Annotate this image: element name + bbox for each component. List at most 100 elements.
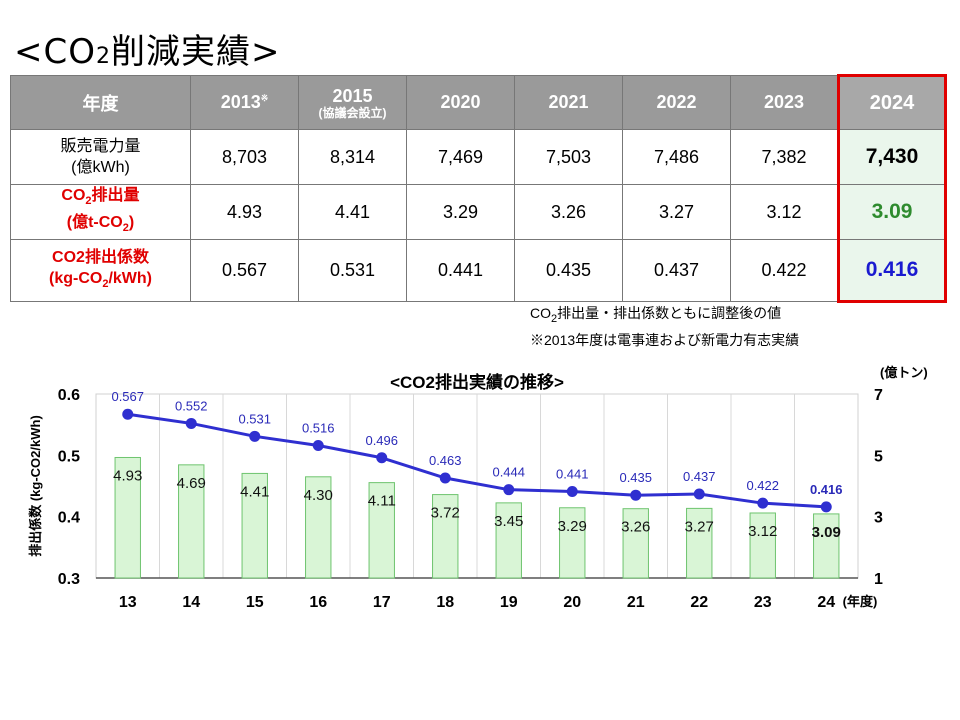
- table-cell: 3.29: [406, 183, 515, 241]
- bar: [178, 464, 205, 579]
- left-tick-label: 0.6: [58, 387, 80, 404]
- table-row: CO2排出係数 (kg-CO2/kWh) 0.567 0.531 0.441 0.…: [10, 239, 947, 304]
- coefficient-line: [127, 412, 827, 509]
- line-point: [566, 486, 578, 498]
- table-cell: 3.26: [514, 183, 623, 241]
- line-label: 0.567: [111, 389, 144, 404]
- table-cell: 8,703: [190, 129, 299, 185]
- table-cell: 0.422: [730, 239, 839, 303]
- header-year-2024: 2024: [837, 74, 947, 130]
- header-year-2023: 2023: [730, 75, 839, 130]
- x-tick-label: 16: [309, 594, 327, 611]
- x-tick-label: 17: [373, 594, 391, 611]
- line-label: 0.435: [619, 470, 652, 485]
- right-axis-unit: (億トン): [880, 365, 928, 380]
- table-cell: 7,503: [514, 129, 623, 185]
- line-point: [312, 440, 324, 452]
- table-cell: 7,486: [622, 129, 731, 185]
- bar: [495, 502, 522, 579]
- bar: [432, 494, 459, 579]
- bar-label: 4.41: [240, 483, 269, 500]
- right-tick-label: 1: [874, 571, 883, 588]
- header-year-label: 年度: [10, 75, 191, 130]
- line-point: [693, 488, 705, 500]
- table-cell-highlight: 7,430: [837, 129, 947, 185]
- table-cell-highlight: 0.416: [837, 239, 947, 304]
- line-point: [122, 408, 134, 420]
- header-year-2013: 2013※: [190, 75, 299, 130]
- x-tick-label: 24: [817, 594, 835, 611]
- bar: [559, 507, 586, 579]
- bar-label: 4.30: [304, 487, 333, 504]
- table-cell: 0.531: [298, 239, 407, 303]
- row-label-sales: 販売電力量 (億kWh): [10, 129, 191, 185]
- chart-svg: <CO2排出実績の推移> 0.3 0.4 0.5 0.6 排出係数 (kg-CO2/kWh…: [28, 365, 928, 611]
- line-label: 0.437: [683, 469, 716, 484]
- x-tick-label: 21: [627, 594, 645, 611]
- bar-label: 3.72: [431, 505, 460, 522]
- header-year-2015: 2015 (協議会設立): [298, 75, 407, 130]
- line-point: [249, 430, 261, 442]
- x-tick-label: 13: [119, 594, 137, 611]
- line-point: [503, 484, 515, 496]
- bar: [813, 513, 840, 579]
- table-cell: 0.441: [406, 239, 515, 303]
- table-cell: 7,469: [406, 129, 515, 185]
- x-axis-unit: (年度): [843, 594, 878, 609]
- line-point: [630, 489, 642, 501]
- chart-title: <CO2排出実績の推移>: [390, 372, 564, 392]
- line-point: [757, 497, 769, 509]
- bar: [114, 456, 141, 579]
- line-label: 0.422: [746, 478, 779, 493]
- line-point: [376, 452, 388, 464]
- table-cell: 0.435: [514, 239, 623, 303]
- note-2013: ※2013年度は電事連および新電力有志実績: [530, 331, 800, 348]
- table-cell: 0.567: [190, 239, 299, 303]
- table-cell: 4.41: [298, 183, 407, 241]
- table-row: CO2排出量 (億t-CO2) 4.93 4.41 3.29 3.26 3.27 …: [10, 183, 947, 241]
- right-tick-label: 5: [874, 448, 883, 465]
- left-axis-label: 排出係数 (kg-CO2/kWh): [28, 415, 43, 557]
- line-label: 0.444: [492, 465, 525, 480]
- bar: [749, 512, 776, 579]
- table-row: 販売電力量 (億kWh) 8,703 8,314 7,469 7,503 7,48…: [10, 129, 947, 185]
- bar: [686, 507, 713, 579]
- table-header-row: 年度 2013※ 2015 (協議会設立) 2020 2021 2022 2023…: [10, 74, 947, 130]
- table-cell-highlight: 3.09: [837, 183, 947, 241]
- header-year-2020: 2020: [406, 75, 515, 130]
- x-tick-label: 22: [690, 594, 708, 611]
- line-point: [185, 417, 197, 429]
- table-notes: CO2排出量・排出係数ともに調整後の値 ※2013年度は電事連および新電力有志実…: [530, 303, 799, 351]
- bar-label: 3.45: [494, 513, 523, 530]
- bar-label: 4.93: [113, 467, 142, 484]
- line-label: 0.441: [556, 467, 589, 482]
- bar: [241, 472, 268, 579]
- line-point: [439, 472, 451, 484]
- row-label-coefficient: CO2排出係数 (kg-CO2/kWh): [10, 239, 191, 303]
- table-cell: 7,382: [730, 129, 839, 185]
- table-cell: 8,314: [298, 129, 407, 185]
- bar: [368, 482, 395, 579]
- line-point: [820, 501, 832, 513]
- right-tick-label: 7: [874, 387, 883, 404]
- x-tick-label: 18: [436, 594, 454, 611]
- header-year-2022: 2022: [622, 75, 731, 130]
- x-tick-label: 20: [563, 594, 581, 611]
- line-label: 0.516: [302, 421, 335, 436]
- bar-label: 3.27: [685, 518, 714, 535]
- row-label-emissions: CO2排出量 (億t-CO2): [10, 183, 191, 241]
- table-cell: 3.27: [622, 183, 731, 241]
- note-adjusted: CO2排出量・排出係数ともに調整後の値: [530, 305, 782, 325]
- bar-label: 3.09: [812, 524, 841, 541]
- left-tick-label: 0.5: [58, 448, 80, 465]
- left-tick-label: 0.4: [58, 510, 80, 527]
- table-cell: 0.437: [622, 239, 731, 303]
- bar-label: 3.29: [558, 518, 587, 535]
- left-tick-label: 0.3: [58, 571, 80, 588]
- table-cell: 3.12: [730, 183, 839, 241]
- bar: [622, 508, 649, 579]
- bar-label: 4.11: [368, 493, 396, 510]
- line-label: 0.463: [429, 453, 462, 468]
- bar-label: 4.69: [177, 475, 206, 492]
- bar-label: 3.26: [621, 519, 650, 536]
